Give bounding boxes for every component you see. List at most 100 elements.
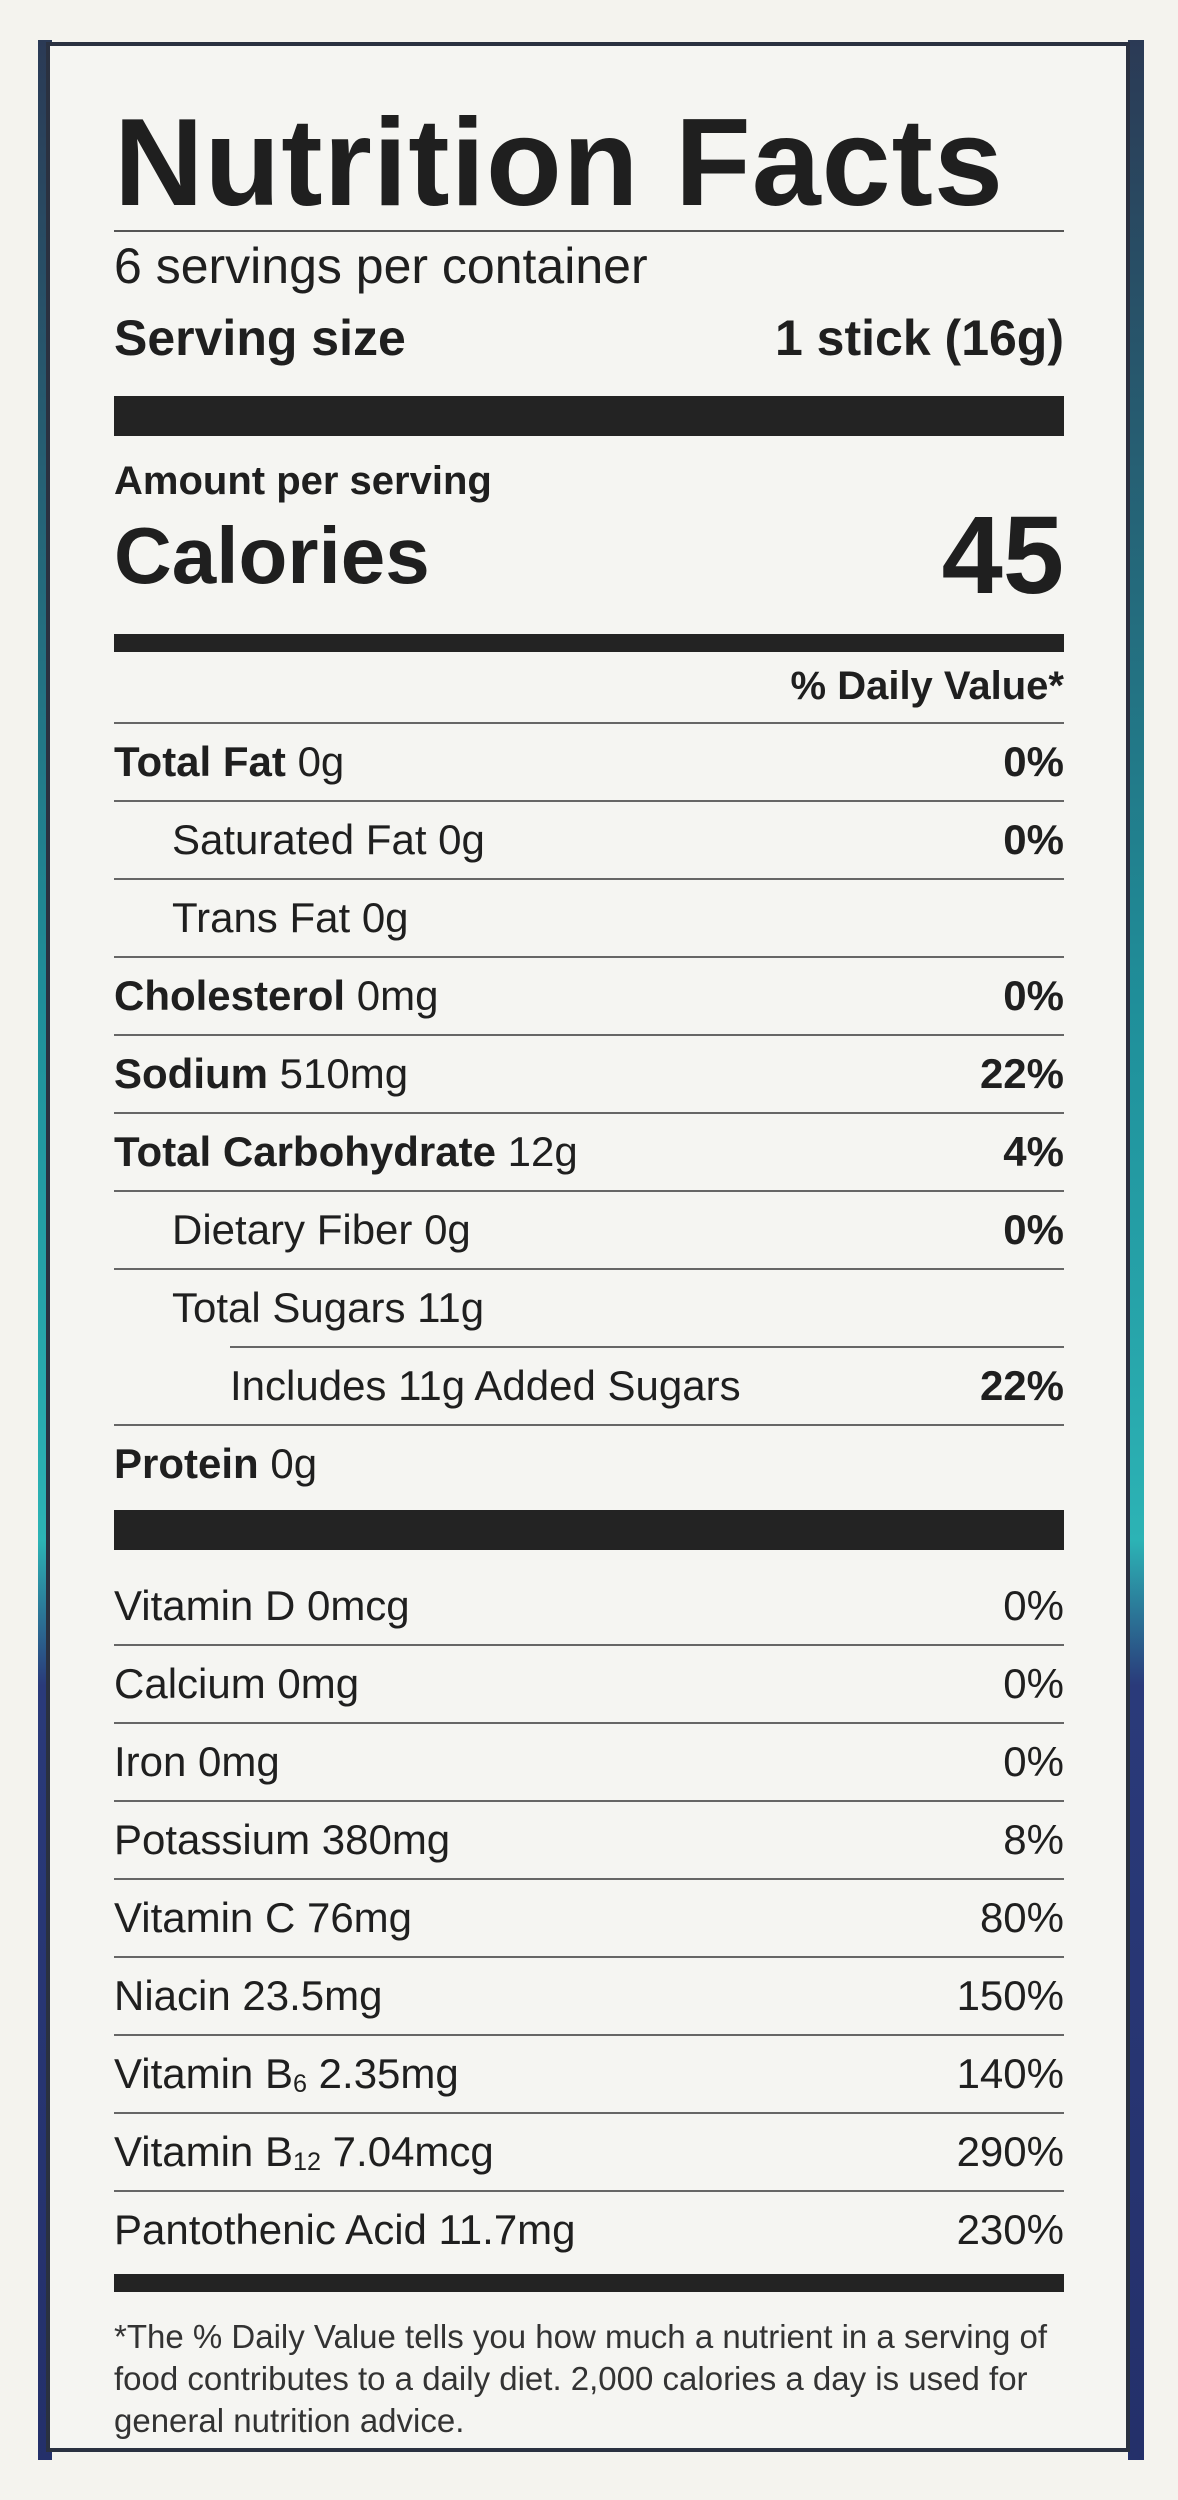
nutrient-dv: 0% <box>1003 972 1064 1019</box>
nutrient-name: Cholesterol <box>114 972 346 1019</box>
divider <box>114 1644 1064 1646</box>
vitamin-row: Vitamin C 76mg 80% <box>114 1878 1064 1956</box>
nutrient-amount: 0g <box>361 894 409 941</box>
divider <box>114 1956 1064 1958</box>
vitamin-row: Calcium 0mg 0% <box>114 1644 1064 1722</box>
vitamin-row: Pantothenic Acid 11.7mg 230% <box>114 2190 1064 2268</box>
vitamin-dv: 8% <box>1003 1816 1064 1863</box>
vitamin-row: Iron 0mg 0% <box>114 1722 1064 1800</box>
nutrient-row-sodium: Sodium 510mg 22% <box>114 1034 1064 1112</box>
vitamin-name: Calcium 0mg <box>114 1660 360 1707</box>
divider <box>114 1424 1064 1426</box>
divider <box>114 956 1064 958</box>
nutrient-name: Total Carbohydrate <box>114 1128 496 1175</box>
nutrient-row-protein: Protein 0g <box>114 1424 1064 1502</box>
divider <box>114 722 1064 724</box>
vitamin-dv: 0% <box>1003 1660 1064 1707</box>
divider <box>114 1722 1064 1724</box>
vitamin-name: Vitamin D 0mcg <box>114 1582 410 1629</box>
footnote: *The % Daily Value tells you how much a … <box>114 2318 1048 2439</box>
vitamin-subscript: 6 <box>292 2069 307 2098</box>
serving-size-value: 1 stick (16g) <box>774 310 1064 366</box>
nutrient-amount: 0mg <box>356 972 439 1019</box>
vitamin-row: Vitamin B6 2.35mg 140% <box>114 2034 1064 2112</box>
nutrient-amount: 0g <box>297 738 345 785</box>
nutrient-row-total-carbohydrate: Total Carbohydrate 12g 4% <box>114 1112 1064 1190</box>
nutrient-dv: 22% <box>979 1362 1064 1409</box>
nutrient-amount: 12g <box>507 1128 578 1175</box>
divider <box>114 1800 1064 1802</box>
vitamin-dv: 80% <box>979 1894 1064 1941</box>
divider <box>114 1190 1064 1192</box>
nutrient-dv: 4% <box>1003 1128 1064 1175</box>
divider <box>114 1112 1064 1114</box>
divider <box>114 878 1064 880</box>
divider <box>114 230 1064 232</box>
vitamin-subscript: 12 <box>292 2147 322 2176</box>
divider <box>114 2034 1064 2036</box>
divider <box>230 1346 1064 1348</box>
nutrient-dv: 0% <box>1003 1206 1064 1253</box>
vitamin-row: Vitamin D 0mcg 0% <box>114 1566 1064 1644</box>
vitamin-name: Vitamin B <box>114 2128 293 2175</box>
nutrient-name: Total Fat <box>114 738 286 785</box>
vitamin-name: Potassium 380mg <box>114 1816 451 1863</box>
vitamin-name: Niacin 23.5mg <box>114 1972 383 2019</box>
divider <box>114 1268 1064 1270</box>
divider <box>114 1878 1064 1880</box>
package-edge-right <box>1128 40 1144 2460</box>
vitamin-dv: 150% <box>956 1972 1064 2019</box>
calories-label: Calories <box>114 511 430 600</box>
nutrient-dv: 0% <box>1003 738 1064 785</box>
nutrient-amount: 11g <box>417 1284 485 1331</box>
medium-divider <box>114 2274 1064 2292</box>
vitamin-dv: 0% <box>1003 1582 1064 1629</box>
nutrient-row-cholesterol: Cholesterol 0mg 0% <box>114 956 1064 1034</box>
vitamin-dv: 140% <box>956 2050 1064 2097</box>
nutrient-name: Protein <box>114 1440 259 1487</box>
vitamin-row: Vitamin B12 7.04mcg 290% <box>114 2112 1064 2190</box>
vitamin-name: Pantothenic Acid 11.7mg <box>114 2206 576 2253</box>
medium-divider <box>114 634 1064 652</box>
nutrient-dv: 22% <box>979 1050 1064 1097</box>
nutrient-name: Sodium <box>114 1050 268 1097</box>
nutrient-dv: 0% <box>1003 816 1064 863</box>
nutrient-name: Dietary Fiber <box>172 1206 413 1253</box>
thick-divider <box>114 396 1064 436</box>
divider <box>114 2112 1064 2114</box>
calories-value: 45 <box>941 494 1064 617</box>
serving-size-label: Serving size <box>114 310 406 366</box>
vitamin-amount: 7.04mcg <box>321 2128 494 2175</box>
nutrient-amount: 0g <box>424 1206 471 1253</box>
amount-per-serving: Amount per serving <box>114 459 492 503</box>
nutrition-facts-label: Nutrition Facts 6 servings per container… <box>46 42 1130 2452</box>
nutrient-row-total-sugars: Total Sugars 11g <box>114 1268 1064 1346</box>
vitamin-dv: 0% <box>1003 1738 1064 1785</box>
nutrient-name: Total Sugars <box>172 1284 406 1331</box>
nutrient-row-trans-fat: Trans Fat 0g <box>114 878 1064 956</box>
nutrient-row-total-fat: Total Fat 0g 0% <box>114 722 1064 800</box>
vitamin-name: Vitamin C 76mg <box>114 1894 413 1941</box>
nutrient-amount: 0g <box>270 1440 318 1487</box>
nutrient-amount: 0g <box>438 816 485 863</box>
divider <box>114 1034 1064 1036</box>
nutrient-name: Saturated Fat <box>172 816 427 863</box>
thick-divider <box>114 1510 1064 1550</box>
nutrient-name: Trans Fat <box>172 894 351 941</box>
vitamin-dv: 230% <box>956 2206 1064 2253</box>
nutrient-amount: 510mg <box>279 1050 409 1097</box>
nutrient-name: Includes 11g Added Sugars <box>230 1362 741 1409</box>
vitamin-name: Vitamin B <box>114 2050 293 2097</box>
daily-value-header: % Daily Value* <box>790 664 1064 708</box>
nutrient-row-added-sugars: Includes 11g Added Sugars 22% <box>114 1346 1064 1424</box>
nutrient-row-saturated-fat: Saturated Fat 0g 0% <box>114 800 1064 878</box>
vitamin-dv: 290% <box>956 2128 1064 2175</box>
vitamin-name: Iron 0mg <box>114 1738 280 1785</box>
divider <box>114 2190 1064 2192</box>
vitamin-row: Niacin 23.5mg 150% <box>114 1956 1064 2034</box>
vitamin-amount: 2.35mg <box>307 2050 459 2097</box>
label-title: Nutrition Facts <box>114 94 1004 232</box>
nutrient-row-dietary-fiber: Dietary Fiber 0g 0% <box>114 1190 1064 1268</box>
vitamin-row: Potassium 380mg 8% <box>114 1800 1064 1878</box>
divider <box>114 800 1064 802</box>
